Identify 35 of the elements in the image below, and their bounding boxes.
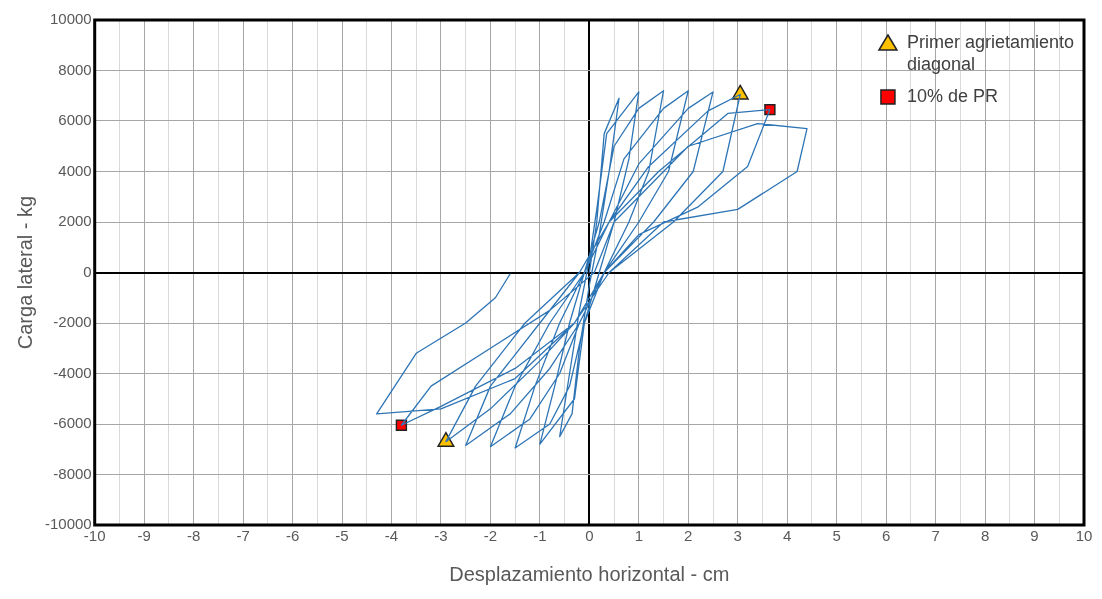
x-tick-label: 0 — [585, 527, 594, 545]
y-tick-label: 0 — [83, 262, 92, 280]
y-tick-label: -10000 — [44, 515, 92, 533]
x-tick-label: -4 — [384, 527, 399, 545]
x-tick-label: 2 — [684, 527, 693, 545]
x-tick-label: 1 — [634, 527, 643, 545]
x-tick-label: -2 — [483, 527, 498, 545]
y-tick-label: -2000 — [53, 313, 92, 331]
x-axis-title: Desplazamiento horizontal - cm — [449, 562, 730, 585]
y-tick-label: 8000 — [58, 60, 92, 78]
y-tick-label: 2000 — [58, 212, 92, 230]
legend-label: 10% de PR — [906, 85, 998, 106]
x-tick-label: 6 — [881, 527, 891, 545]
x-tick-label: 9 — [1030, 527, 1039, 545]
x-tick-label: -1 — [533, 527, 547, 545]
x-tick-label: -8 — [186, 527, 201, 545]
y-axis-title: Carga lateral - kg — [13, 195, 36, 350]
y-tick-label: 4000 — [58, 161, 92, 179]
x-tick-label: -6 — [285, 527, 300, 545]
x-tick-label: 4 — [783, 527, 792, 545]
y-tick-label: -4000 — [53, 363, 92, 381]
y-tick-label: -6000 — [53, 414, 92, 432]
x-tick-label: 3 — [733, 527, 742, 545]
x-tick-label: 5 — [832, 527, 841, 545]
x-tick-label: -3 — [434, 527, 448, 545]
y-tick-label: 10000 — [49, 10, 92, 28]
x-tick-label: 10 — [1075, 527, 1093, 545]
x-tick-label: 7 — [931, 527, 940, 545]
x-tick-label: -9 — [137, 527, 151, 545]
legend-label: Primer agrietamiento diagonal — [906, 31, 1074, 74]
x-tick-label: -5 — [335, 527, 349, 545]
y-tick-label: -8000 — [53, 464, 92, 482]
x-tick-label: 8 — [980, 527, 990, 545]
y-tick-label: 6000 — [58, 111, 92, 129]
x-tick-label: -7 — [236, 527, 250, 545]
